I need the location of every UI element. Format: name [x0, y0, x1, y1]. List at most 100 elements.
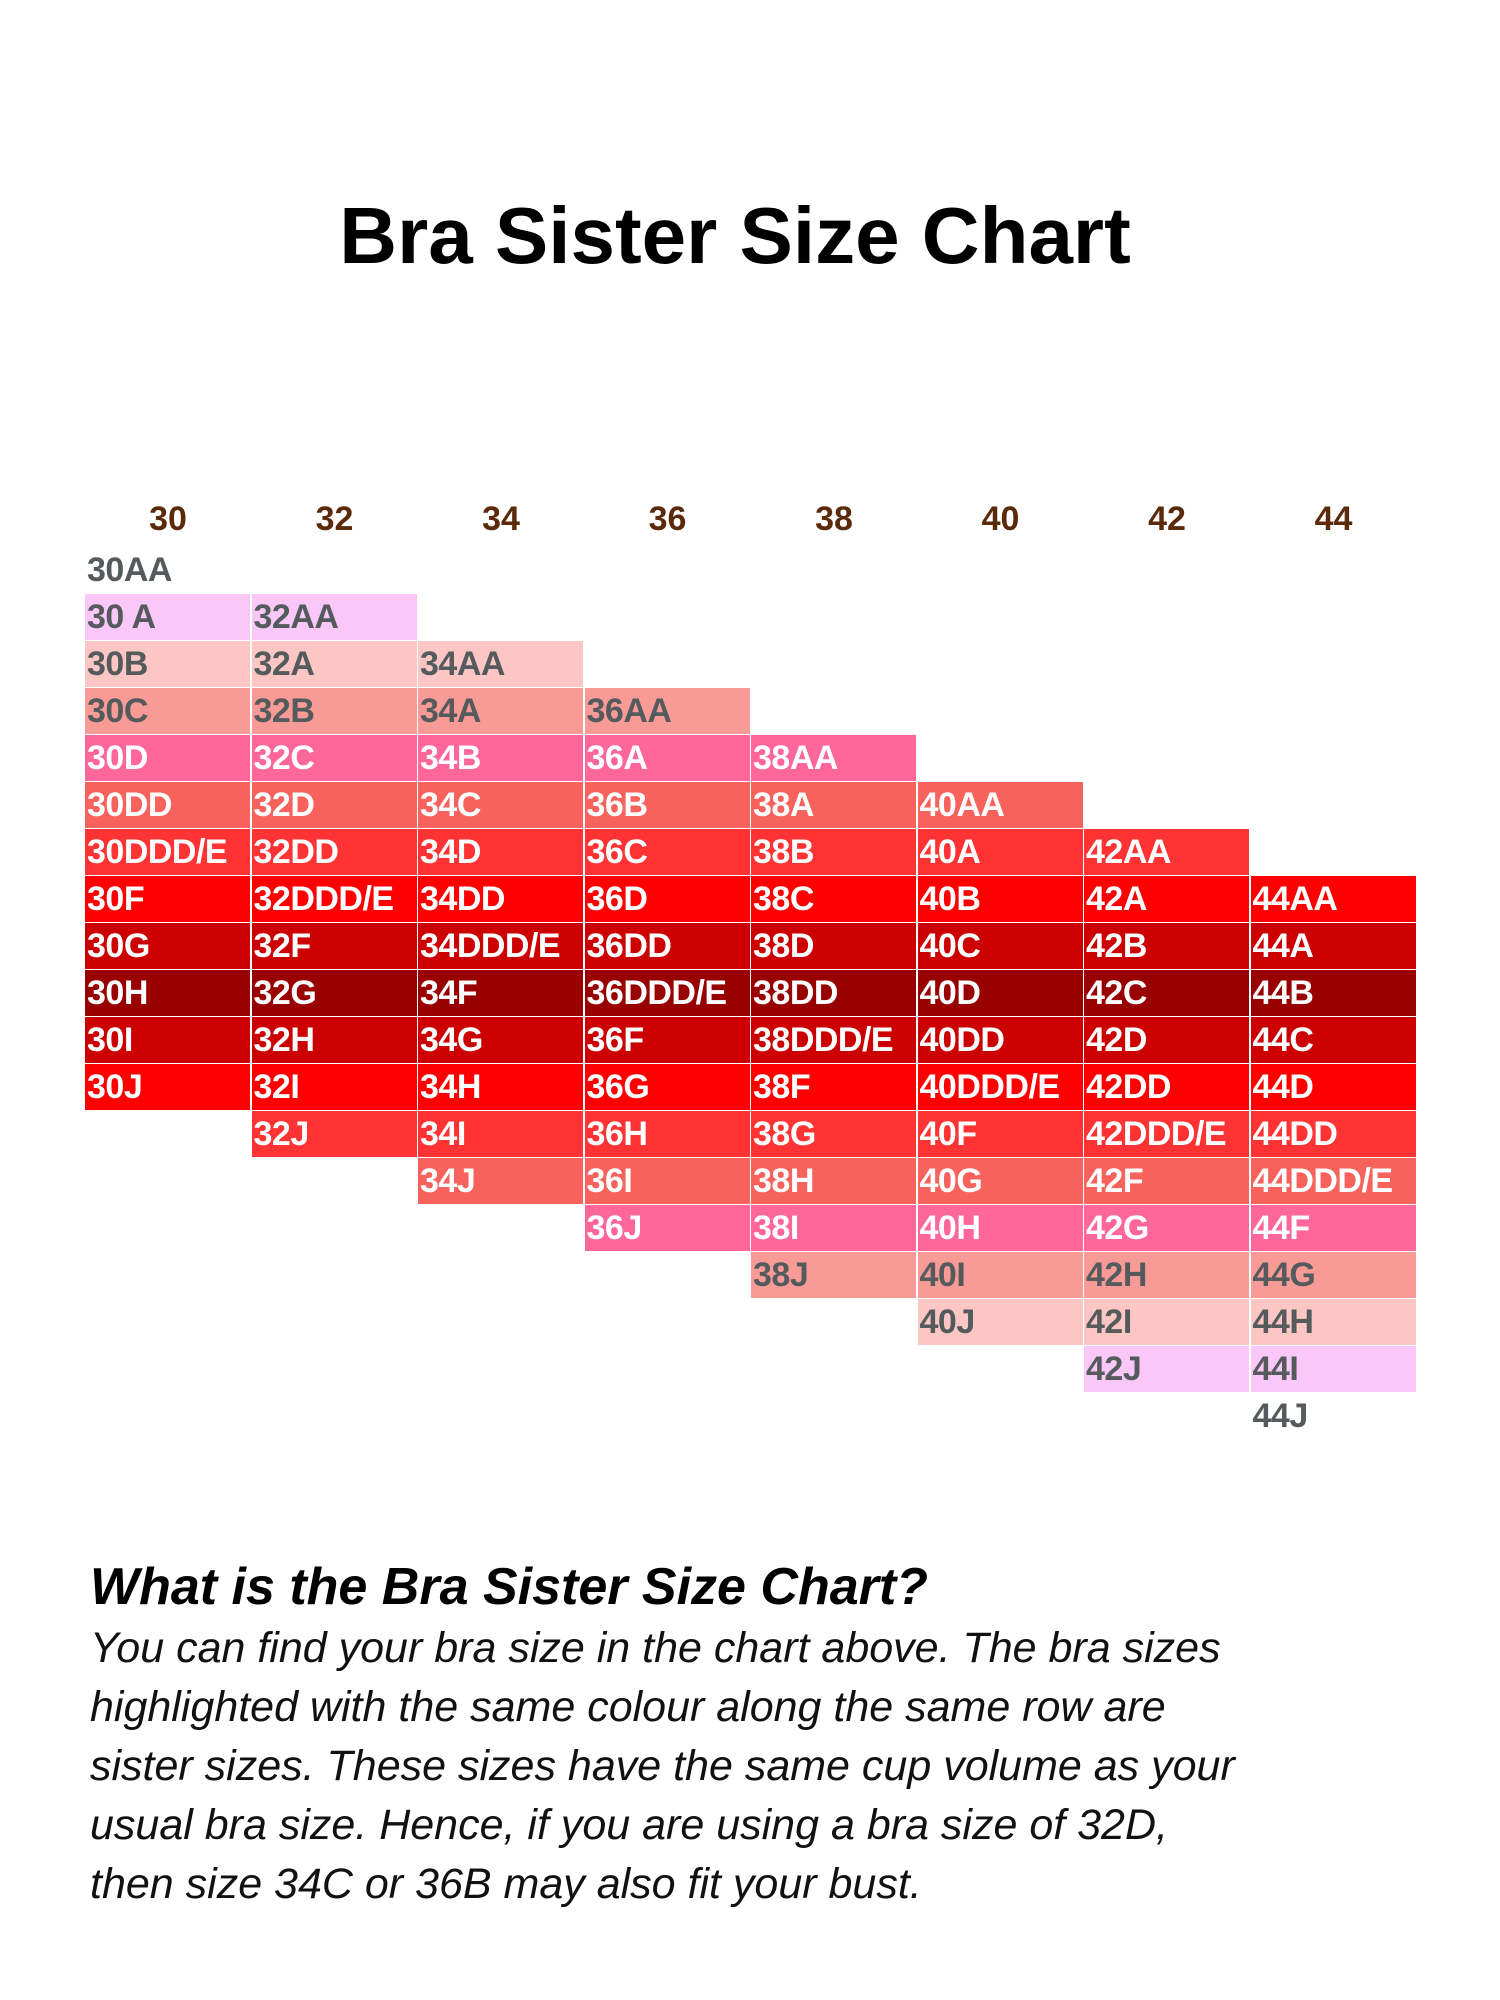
size-cell: 36I [584, 1158, 750, 1204]
size-cell: 34H [418, 1064, 583, 1110]
size-cell: 42I [1084, 1299, 1249, 1345]
size-cell: 32DD [251, 829, 417, 875]
size-cell: 42F [1084, 1158, 1249, 1204]
size-cell: 34A [418, 688, 583, 734]
size-cell: 34D [418, 829, 583, 875]
size-cell: 40F [917, 1111, 1083, 1157]
size-cell: 40C [917, 923, 1083, 969]
size-cell: 38B [751, 829, 916, 875]
size-cell: 44C [1250, 1017, 1416, 1063]
size-cell: 30F [85, 876, 250, 922]
band-header-36: 36 [648, 500, 687, 538]
band-header-40: 40 [981, 500, 1020, 538]
size-cell: 34G [418, 1017, 583, 1063]
size-cell: 32DDD/E [251, 876, 417, 922]
size-cell: 44DD [1250, 1111, 1416, 1157]
size-cell: 44AA [1250, 876, 1416, 922]
size-cell: 36B [584, 782, 750, 828]
size-cell: 44F [1250, 1205, 1416, 1251]
size-cell: 32G [251, 970, 417, 1016]
size-cell: 36DD [584, 923, 750, 969]
size-cell: 30I [85, 1017, 250, 1063]
band-header-34: 34 [482, 500, 520, 538]
explanation-section: What is the Bra Sister Size Chart? You c… [90, 1555, 1430, 1914]
size-cell: 38F [751, 1064, 916, 1110]
size-cell: 30DD [85, 782, 250, 828]
size-cell: 38D [751, 923, 916, 969]
size-cell: 38DDD/E [751, 1017, 916, 1063]
size-cell: 36H [584, 1111, 750, 1157]
size-cell: 30C [85, 688, 250, 734]
size-cell: 32AA [251, 594, 417, 640]
size-cell: 36D [584, 876, 750, 922]
size-cell: 30AA [85, 547, 250, 593]
size-cell: 32B [251, 688, 417, 734]
size-cell: 34B [418, 735, 583, 781]
size-cell: 36A [584, 735, 750, 781]
size-cell: 40AA [917, 782, 1083, 828]
explanation-heading: What is the Bra Sister Size Chart? [90, 1558, 928, 1616]
size-cell: 30G [85, 923, 250, 969]
size-cell: 42C [1084, 970, 1249, 1016]
size-cell: 44DDD/E [1250, 1158, 1416, 1204]
size-cell: 34I [418, 1111, 583, 1157]
size-cell: 40G [917, 1158, 1083, 1204]
size-cell: 40H [917, 1205, 1083, 1251]
size-cell: 32I [251, 1064, 417, 1110]
size-cell: 32F [251, 923, 417, 969]
size-cell: 38G [751, 1111, 916, 1157]
size-cell: 30H [85, 970, 250, 1016]
size-cell: 38AA [751, 735, 916, 781]
band-header-32: 32 [315, 500, 354, 538]
band-header-44: 44 [1314, 500, 1353, 538]
size-cell: 42D [1084, 1017, 1249, 1063]
size-cell: 34DD [418, 876, 583, 922]
size-cell: 40A [917, 829, 1083, 875]
size-cell: 40J [917, 1299, 1083, 1345]
size-cell: 38I [751, 1205, 916, 1251]
size-cell: 36DDD/E [584, 970, 750, 1016]
size-cell: 44G [1250, 1252, 1416, 1298]
size-cell: 30 A [85, 594, 250, 640]
size-cell: 36C [584, 829, 750, 875]
size-cell: 42DDD/E [1084, 1111, 1249, 1157]
size-cell: 32C [251, 735, 417, 781]
size-cell: 38A [751, 782, 916, 828]
size-cell: 40DD [917, 1017, 1083, 1063]
size-cell: 40D [917, 970, 1083, 1016]
size-cell: 38J [751, 1252, 916, 1298]
size-cell: 42A [1084, 876, 1249, 922]
size-cell: 34J [418, 1158, 583, 1204]
explanation-line: usual bra size. Hence, if you are using … [90, 1801, 1168, 1849]
size-cell: 44B [1250, 970, 1416, 1016]
explanation-line: You can find your bra size in the chart … [90, 1624, 1221, 1672]
size-cell: 34C [418, 782, 583, 828]
sister-size-table: 30 30AA 30 A 30B 30C 30D 30DD 30DDD/E 30F 30G 30H 3… [85, 500, 1416, 1439]
size-cell: 36AA [584, 688, 750, 734]
size-cell: 32H [251, 1017, 417, 1063]
size-cell: 42B [1084, 923, 1249, 969]
size-cell: 36F [584, 1017, 750, 1063]
size-cell: 42DD [1084, 1064, 1249, 1110]
size-cell: 44H [1250, 1299, 1416, 1345]
explanation-line: then size 34C or 36B may also fit your b… [90, 1860, 922, 1908]
size-cell: 44D [1250, 1064, 1416, 1110]
size-cell: 44J [1250, 1393, 1416, 1439]
explanation-line: highlighted with the same colour along t… [90, 1683, 1166, 1731]
size-cell: 40I [917, 1252, 1083, 1298]
chart-title: Bra Sister Size Chart [339, 191, 1131, 280]
band-header-30: 30 [149, 500, 187, 538]
size-cell: 42H [1084, 1252, 1249, 1298]
size-cell: 42AA [1084, 829, 1249, 875]
size-cell: 32A [251, 641, 417, 687]
size-cell: 38DD [751, 970, 916, 1016]
size-cell: 34DDD/E [418, 923, 583, 969]
size-cell: 30D [85, 735, 250, 781]
size-cell: 30B [85, 641, 250, 687]
size-cell: 32J [251, 1111, 417, 1157]
size-cell: 44I [1250, 1346, 1416, 1392]
size-cell: 38C [751, 876, 916, 922]
size-cell: 42G [1084, 1205, 1249, 1251]
size-cell: 42J [1084, 1346, 1249, 1392]
band-header-38: 38 [815, 500, 853, 538]
